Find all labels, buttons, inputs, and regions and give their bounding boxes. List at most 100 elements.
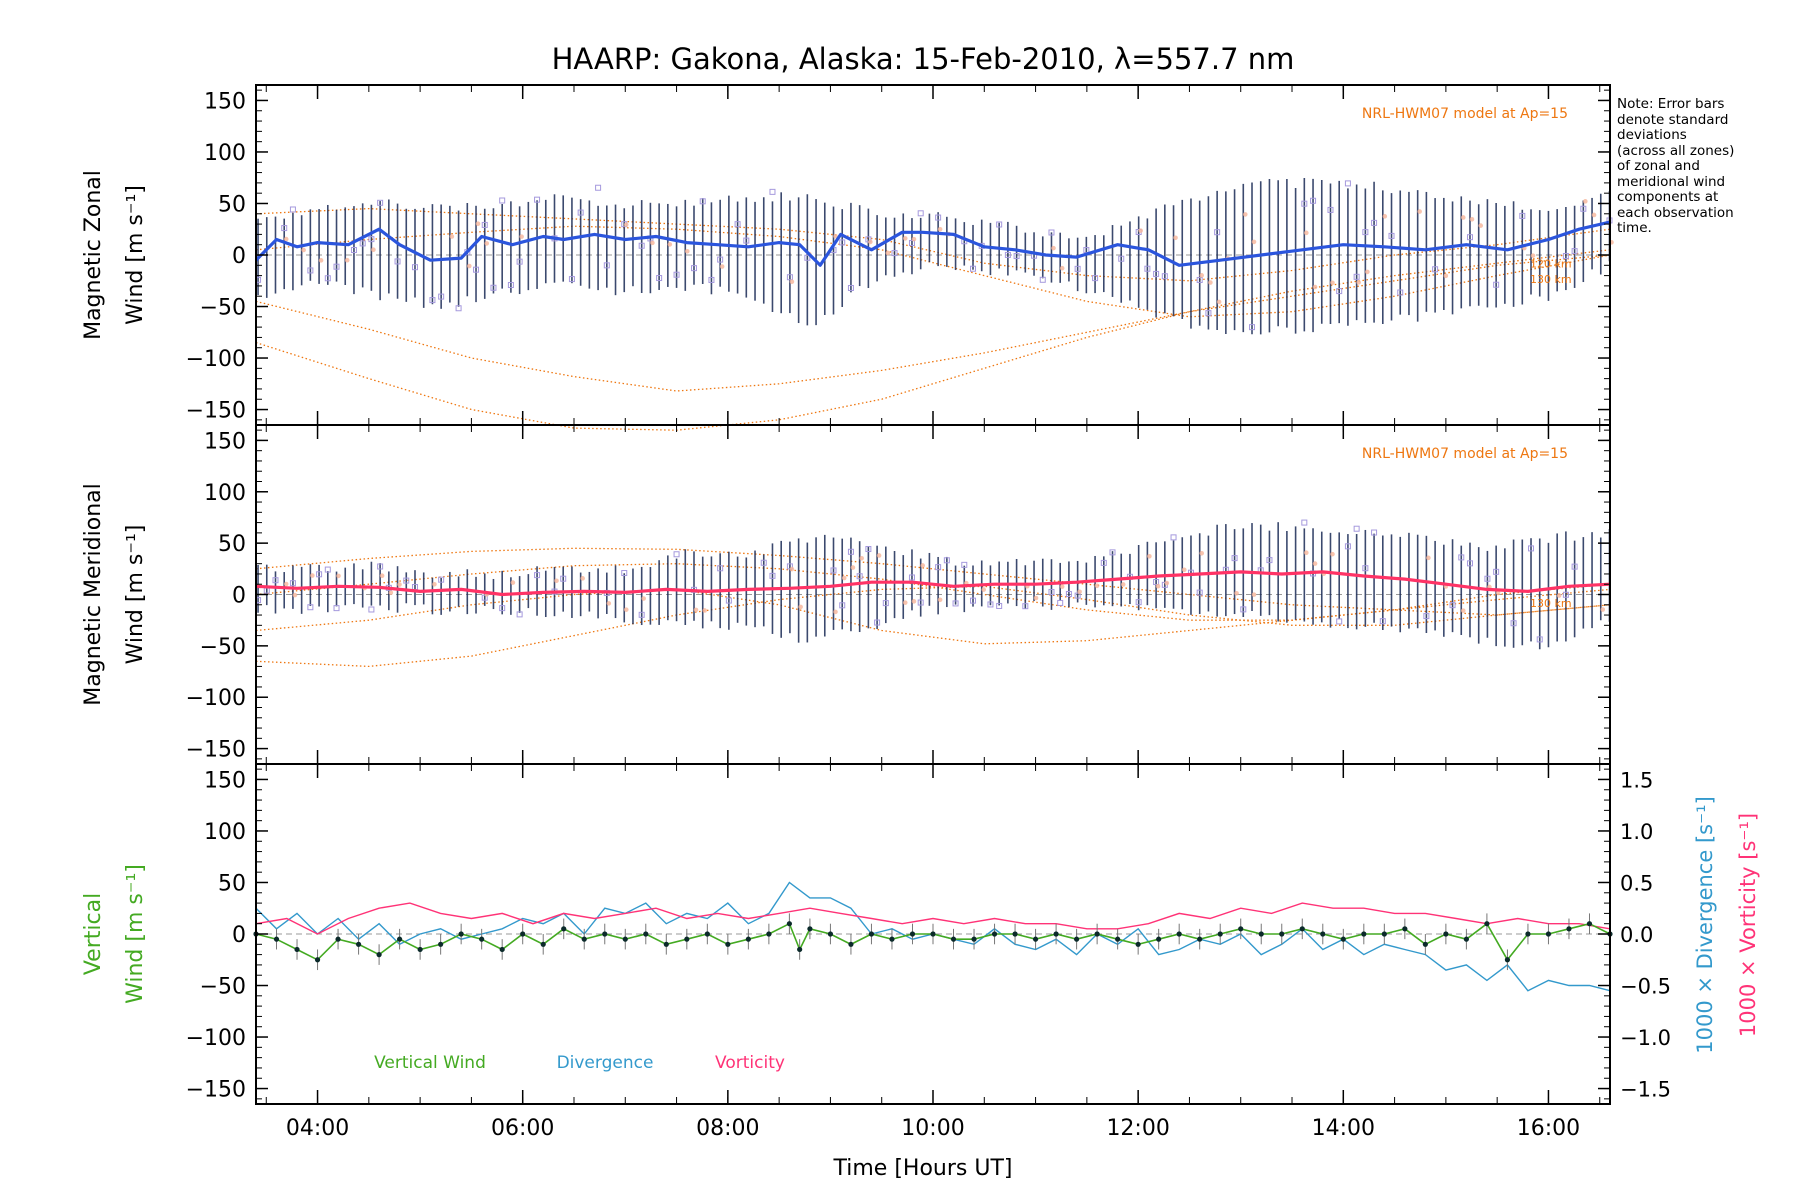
zone-sample bbox=[856, 573, 863, 580]
y-tick-label: 50 bbox=[218, 871, 246, 896]
vertical-wind-point bbox=[1012, 931, 1018, 937]
zone-sample bbox=[1344, 180, 1351, 187]
model-curve bbox=[255, 254, 1611, 392]
y-tick-label: −100 bbox=[186, 347, 246, 372]
note-line: (across all zones) bbox=[1617, 142, 1735, 159]
y-tick-label: 100 bbox=[204, 481, 246, 506]
zone-sample-alt bbox=[1417, 209, 1422, 214]
vertical-wind-point bbox=[540, 941, 546, 947]
y2-tick-label: 1.5 bbox=[1620, 768, 1653, 792]
zone-sample bbox=[839, 602, 846, 609]
vertical-wind-point bbox=[766, 931, 772, 937]
meridional-panel: NRL-HWM07 model at Ap=15 130 km 150 100 50 0 −… bbox=[81, 424, 1611, 765]
zone-sample bbox=[970, 597, 977, 604]
zone-sample bbox=[638, 242, 645, 249]
vertical-wind-point bbox=[971, 936, 977, 942]
zone-sample-alt bbox=[318, 258, 324, 263]
zone-sample bbox=[1327, 206, 1334, 213]
zone-sample bbox=[1536, 636, 1543, 643]
zone-sample-alt bbox=[1059, 265, 1065, 271]
vertical-wind-point bbox=[1135, 941, 1141, 947]
zone-sample bbox=[1161, 273, 1168, 280]
zone-sample bbox=[1388, 232, 1395, 239]
error-bar-note: Note: Error bars denote standard deviati… bbox=[1617, 96, 1777, 237]
vertical-wind-point bbox=[807, 926, 813, 932]
zone-sample bbox=[289, 206, 296, 213]
y-tick-label: 100 bbox=[204, 820, 246, 845]
zone-sample bbox=[1196, 589, 1203, 596]
zone-sample-alt bbox=[1051, 245, 1056, 251]
zone-sample bbox=[1493, 281, 1500, 288]
y-axis-label-line: Wind [m s⁻¹] bbox=[123, 525, 148, 665]
vertical-wind-point bbox=[335, 936, 341, 942]
zone-sample-alt bbox=[397, 582, 402, 587]
zone-sample bbox=[987, 601, 994, 608]
zone-sample-alt bbox=[449, 234, 455, 239]
zone-sample-alt bbox=[1591, 212, 1597, 218]
vertical-wind-point bbox=[1320, 931, 1326, 937]
zone-sample bbox=[534, 572, 541, 579]
zone-sample-alt bbox=[902, 600, 908, 605]
zone-sample-alt bbox=[1138, 228, 1143, 233]
zone-sample bbox=[281, 225, 288, 232]
zone-sample bbox=[1004, 251, 1011, 258]
zone-sample-alt bbox=[1251, 592, 1257, 597]
zone-sample bbox=[1353, 525, 1360, 532]
vertical-wind-point bbox=[1463, 936, 1469, 942]
zone-sample bbox=[1240, 606, 1247, 613]
y2-tick-label: −0.5 bbox=[1620, 975, 1671, 999]
zone-sample-alt bbox=[1199, 273, 1204, 278]
vertical-wind-point bbox=[314, 957, 321, 963]
zone-sample bbox=[1205, 310, 1212, 317]
zone-sample bbox=[1466, 560, 1473, 567]
y2-tick-label: 0.5 bbox=[1620, 871, 1653, 895]
y-tick-label: −50 bbox=[200, 975, 246, 1000]
zone-sample bbox=[272, 577, 279, 584]
zone-sample-alt bbox=[1304, 230, 1309, 236]
zone-sample-alt bbox=[292, 592, 298, 598]
y-tick-label: −100 bbox=[186, 1026, 246, 1051]
zone-sample bbox=[874, 619, 881, 626]
vertical-wind-point bbox=[622, 936, 628, 942]
zone-sample-alt bbox=[693, 607, 699, 613]
zone-sample bbox=[1048, 588, 1055, 595]
zone-sample bbox=[603, 262, 610, 269]
zone-sample-alt bbox=[336, 573, 341, 579]
zone-sample bbox=[1022, 603, 1029, 610]
zone-sample bbox=[1362, 229, 1369, 236]
zone-sample bbox=[882, 600, 889, 607]
zone-sample bbox=[568, 276, 575, 283]
legend-entry: Divergence bbox=[557, 1053, 654, 1073]
zone-sample-alt bbox=[1181, 567, 1187, 573]
zone-sample-alt bbox=[667, 242, 673, 247]
zone-sample-alt bbox=[1365, 269, 1370, 275]
zone-sample bbox=[499, 197, 506, 204]
zone-sample bbox=[961, 561, 968, 568]
note-line: components at bbox=[1617, 189, 1719, 205]
zone-sample bbox=[1231, 555, 1238, 562]
vertical-wind-point bbox=[848, 941, 854, 947]
zone-sample-alt bbox=[283, 581, 289, 587]
zone-sample bbox=[1493, 568, 1500, 575]
vertical-wind-point bbox=[1566, 926, 1572, 932]
zone-sample-alt bbox=[1469, 217, 1475, 222]
vertical-wind-point bbox=[1053, 931, 1059, 937]
vertical-wind-point bbox=[273, 936, 280, 942]
zone-sample bbox=[1458, 554, 1465, 561]
zone-sample-alt bbox=[1242, 212, 1248, 217]
zone-sample bbox=[769, 188, 776, 195]
zone-sample bbox=[917, 599, 924, 606]
model-curve bbox=[255, 588, 1611, 645]
zone-sample-alt bbox=[1216, 299, 1222, 305]
zone-sample bbox=[1432, 266, 1439, 273]
zone-sample bbox=[1310, 197, 1317, 204]
zone-sample bbox=[481, 221, 488, 228]
zone-sample bbox=[438, 576, 445, 583]
zone-sample-alt bbox=[1443, 273, 1449, 279]
zone-sample-alt bbox=[484, 241, 490, 246]
vertical-wind-point bbox=[1176, 931, 1182, 937]
vertical-wind-point bbox=[479, 936, 485, 942]
zone-sample bbox=[1074, 265, 1081, 272]
chart-title: HAARP: Gakona, Alaska: 15-Feb-2010, λ=55… bbox=[552, 42, 1295, 76]
model-curve bbox=[255, 207, 1611, 282]
